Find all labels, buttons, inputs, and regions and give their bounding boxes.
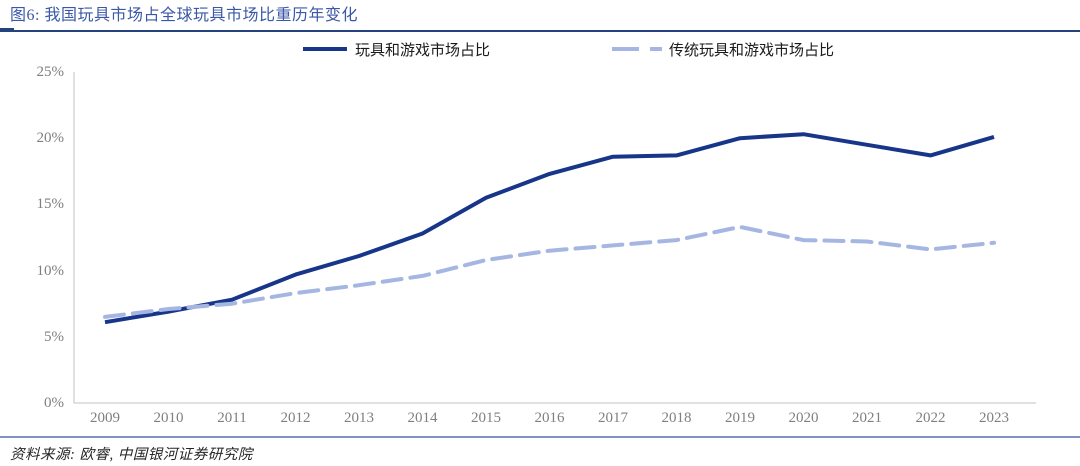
legend-label: 玩具和游戏市场占比 bbox=[354, 42, 490, 59]
footer-divider bbox=[0, 436, 1080, 438]
series-line-0 bbox=[104, 132, 995, 325]
x-tick-label: 2011 bbox=[217, 410, 247, 426]
x-tick-label: 2019 bbox=[725, 410, 755, 426]
legend-solid-line-icon bbox=[302, 47, 347, 51]
source-note: 资料来源: 欧睿, 中国银河证券研究院 bbox=[10, 447, 253, 463]
x-tick-label: 2012 bbox=[280, 410, 311, 426]
x-tick-label: 2010 bbox=[153, 410, 184, 426]
x-tick-label: 2021 bbox=[852, 410, 882, 426]
y-tick-label: 5% bbox=[44, 328, 64, 345]
x-tick-label: 2022 bbox=[915, 410, 946, 426]
title-divider bbox=[0, 30, 1080, 32]
series-line-1 bbox=[103, 224, 996, 319]
y-tick-label: 15% bbox=[36, 196, 65, 213]
y-tick-label: 25% bbox=[36, 64, 65, 80]
x-tick-label: 2018 bbox=[661, 410, 692, 426]
x-tick-label: 2020 bbox=[788, 410, 819, 426]
figure-title: 图6: 我国玩具市场占全球玩具市场比重历年变化 bbox=[10, 7, 358, 24]
y-tick-label: 0% bbox=[44, 395, 64, 411]
y-tick-label: 10% bbox=[36, 262, 65, 279]
x-tick-label: 2023 bbox=[979, 410, 1009, 426]
x-tick-label: 2009 bbox=[90, 410, 120, 426]
legend-item-toys-games: 玩具和游戏市场占比 bbox=[302, 39, 490, 60]
legend-label: 传统玩具和游戏市场占比 bbox=[669, 42, 835, 59]
x-tick-label: 2016 bbox=[534, 410, 565, 426]
y-tick-label: 20% bbox=[36, 130, 65, 147]
legend-item-traditional-toys: 传统玩具和游戏市场占比 bbox=[612, 39, 834, 60]
legend: 玩具和游戏市场占比 传统玩具和游戏市场占比 bbox=[0, 38, 1080, 60]
x-tick-label: 2013 bbox=[344, 410, 374, 426]
x-tick-label: 2015 bbox=[471, 410, 501, 426]
x-tick-label: 2017 bbox=[598, 410, 628, 426]
legend-dashed-line-icon bbox=[612, 47, 662, 51]
x-tick-label: 2014 bbox=[407, 410, 438, 426]
title-divider-cap bbox=[0, 28, 14, 32]
